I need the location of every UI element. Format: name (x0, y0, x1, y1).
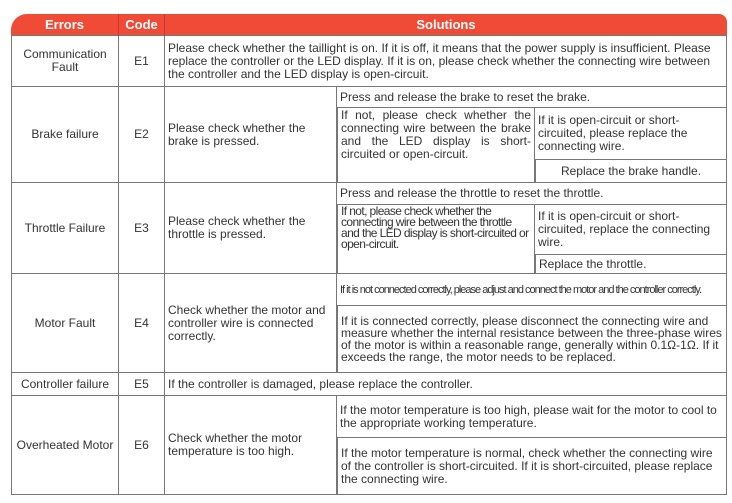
step-3b: Replace the throttle. (535, 255, 728, 274)
error-name: Motor Fault (11, 274, 119, 373)
error-name: Brake failure (11, 87, 119, 183)
table-row: If not, please check whether the connect… (11, 108, 728, 183)
error-code: E3 (119, 183, 165, 274)
error-code: E6 (119, 396, 165, 495)
step-1: If the motor temperature is too high, pl… (337, 396, 728, 438)
header-code: Code (119, 14, 165, 36)
header-errors: Errors (11, 14, 119, 36)
table-row: Brake failure E2 Please check whether th… (11, 87, 728, 183)
error-name: Controller failure (11, 373, 119, 396)
table-row: Motor Fault E4 Check whether the motor a… (11, 274, 728, 373)
header-row: Errors Code Solutions (11, 14, 728, 36)
table-row: Communication Fault E1 Please check whet… (11, 36, 728, 87)
table-row: Replace the brake handle. (11, 160, 728, 183)
solution: Please check whether the taillight is on… (165, 36, 728, 87)
step-2: If not, please check whether the connect… (337, 108, 535, 183)
step-2: If the motor temperature is normal, chec… (337, 438, 728, 495)
step-3a: If it is open-circuit or short-circuited… (535, 108, 728, 160)
error-code: E4 (119, 274, 165, 373)
table-row: Replace the throttle. (11, 255, 728, 274)
table-row: If it is connected correctly, please dis… (11, 306, 728, 373)
step-1: Press and release the brake to reset the… (337, 87, 728, 108)
step-1: Press and release the throttle to reset … (337, 183, 728, 205)
step-2: If it is connected correctly, please dis… (337, 306, 728, 373)
table-row: If the motor temperature is normal, chec… (11, 438, 728, 495)
header-solutions: Solutions (165, 14, 728, 36)
error-code: E5 (119, 373, 165, 396)
error-name: Throttle Failure (11, 183, 119, 274)
error-name: Communication Fault (11, 36, 119, 87)
solution: If the controller is damaged, please rep… (165, 373, 728, 396)
table-row: Throttle Failure E3 Please check whether… (11, 183, 728, 274)
error-name: Overheated Motor (11, 396, 119, 495)
step-3b: Replace the brake handle. (535, 160, 728, 183)
check-step: Please check whether the throttle is pre… (165, 183, 337, 274)
step-3a: If it is open-circuit or short-circuited… (535, 205, 728, 255)
check-step: Check whether the motor temperature is t… (165, 396, 337, 495)
table-row: Controller failure E5 If the controller … (11, 373, 728, 396)
table-row: If not, please check whether the connect… (11, 205, 728, 274)
table-row: Overheated Motor E6 Check whether the mo… (11, 396, 728, 495)
error-code: E2 (119, 87, 165, 183)
error-code-table: Errors Code Solutions Communication Faul… (11, 14, 728, 495)
check-step: Please check whether the brake is presse… (165, 87, 337, 183)
check-step: Check whether the motor and controller w… (165, 274, 337, 373)
step-1: If it is not connected correctly, please… (337, 274, 728, 306)
step-2: If not, please check whether the connect… (337, 205, 535, 274)
error-code: E1 (119, 36, 165, 87)
